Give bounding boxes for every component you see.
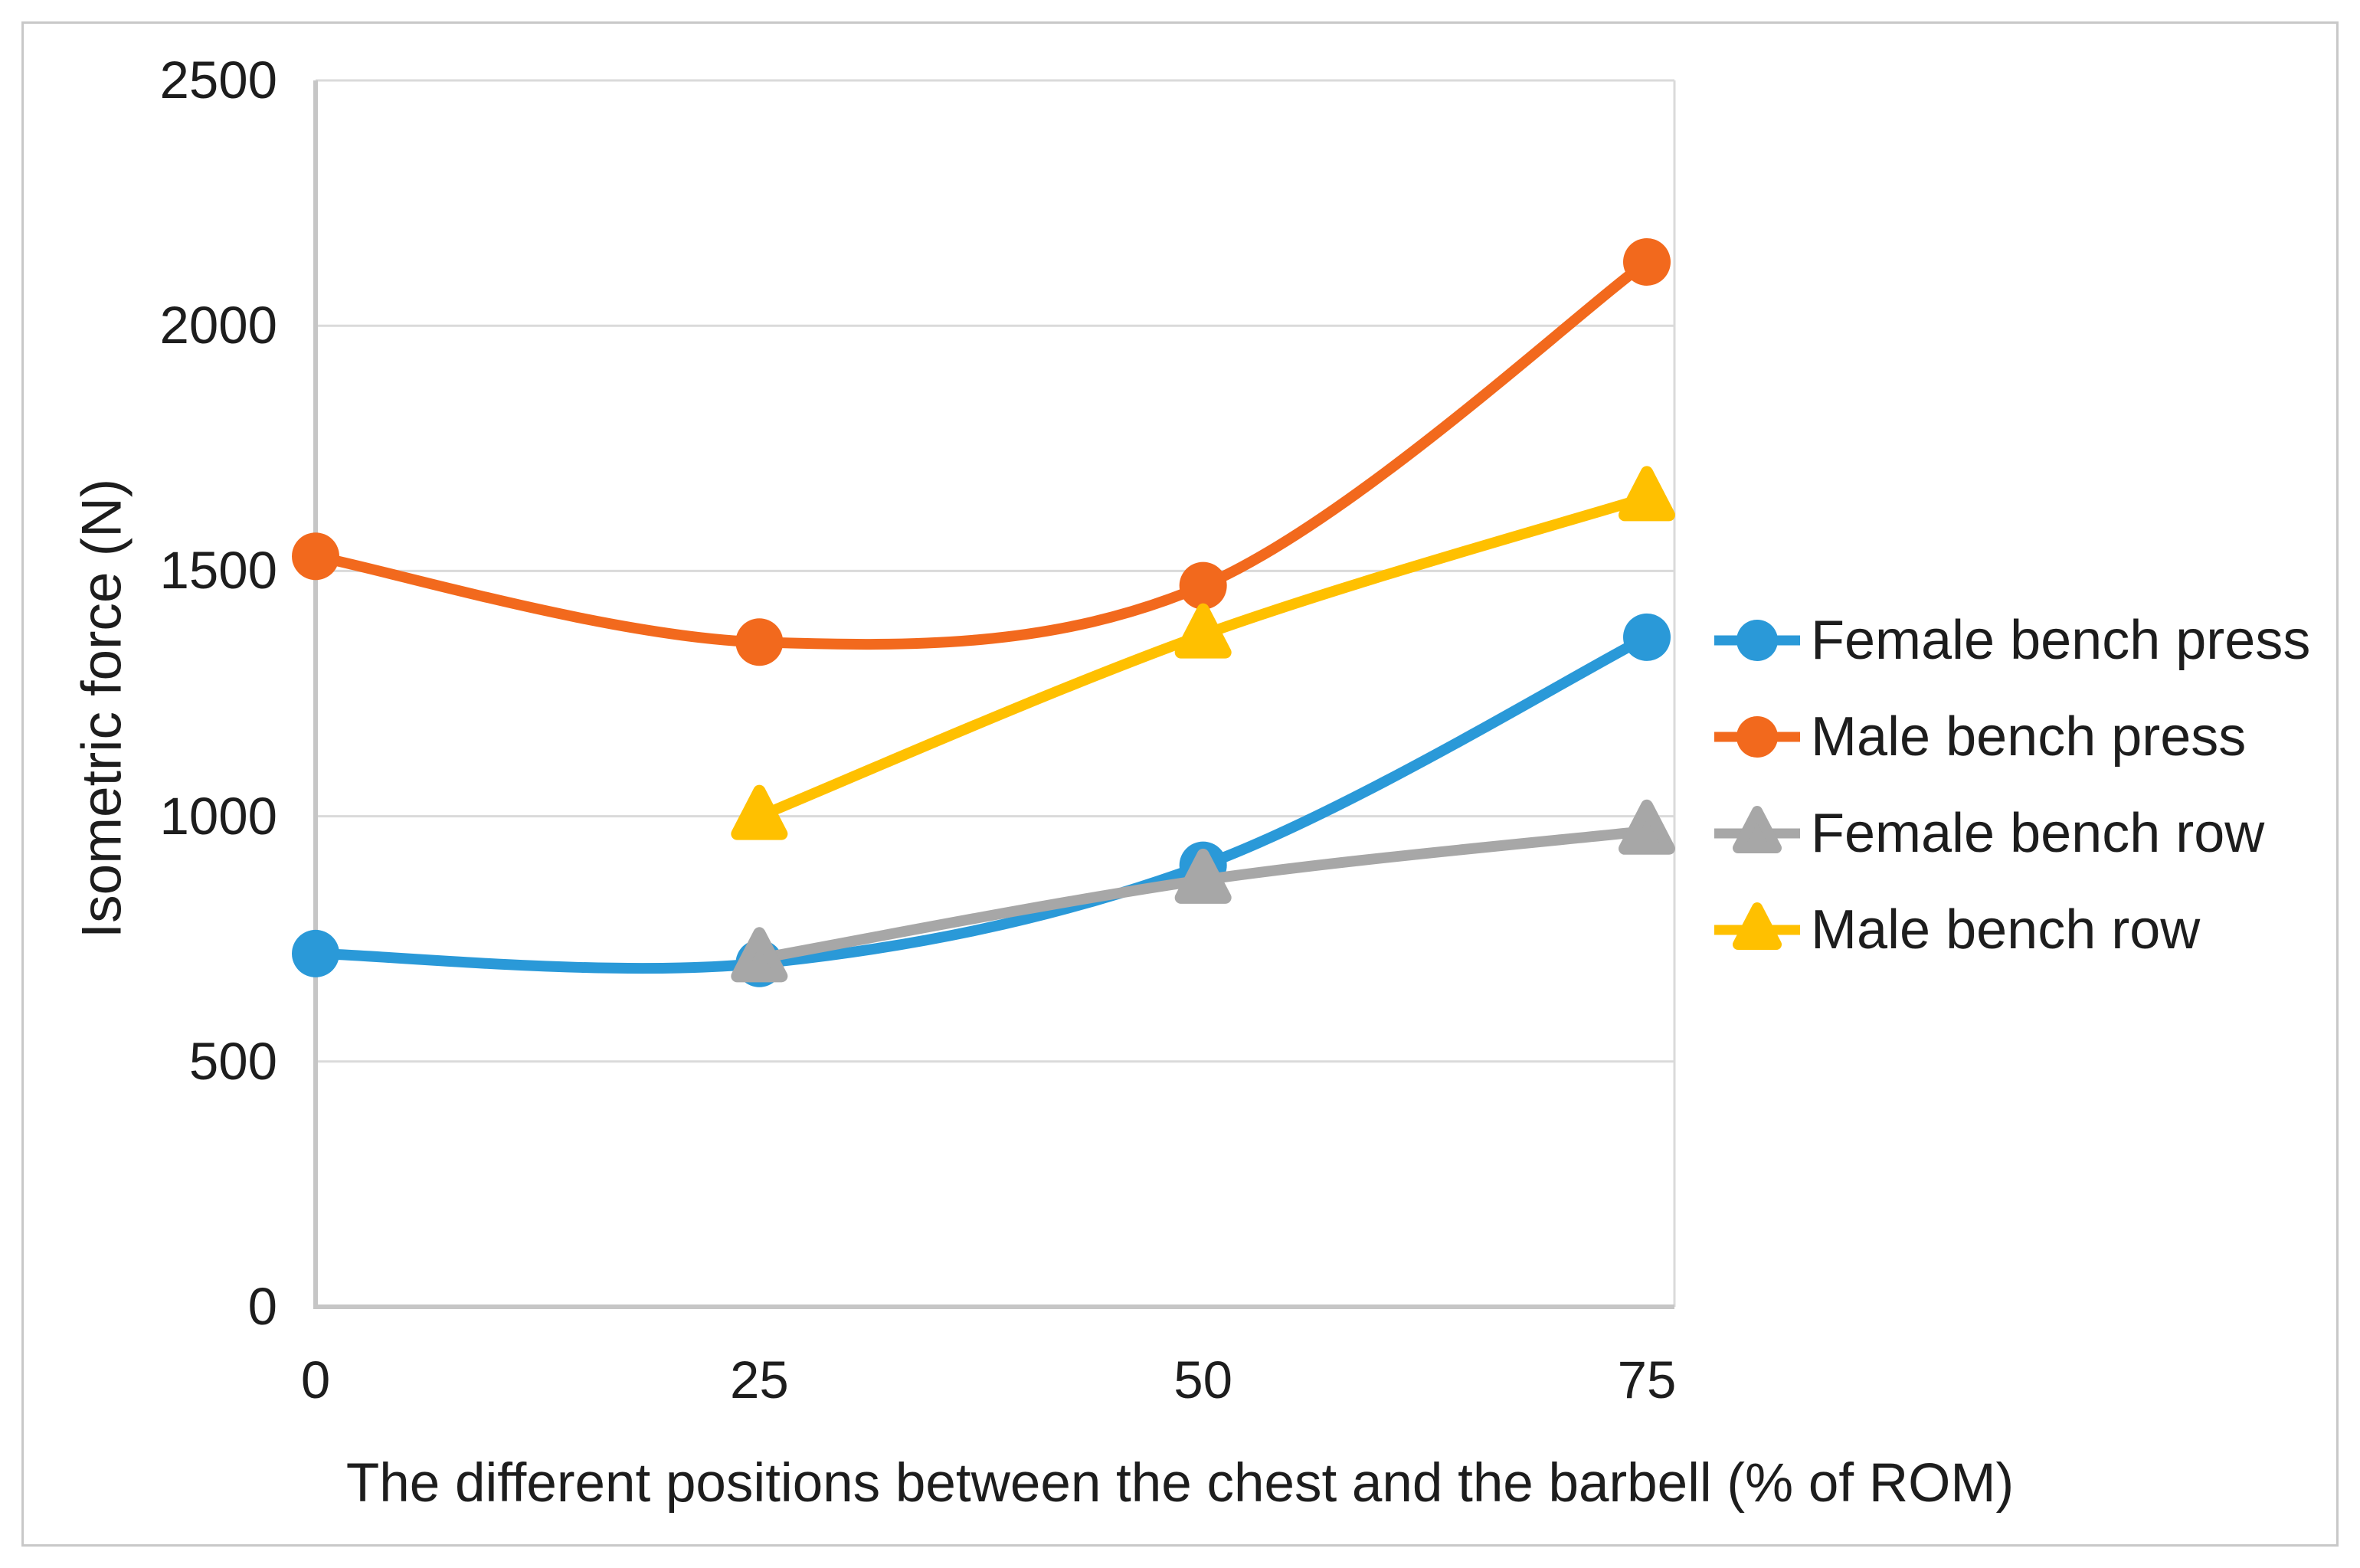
y-tick-label-0: 0: [247, 1277, 277, 1336]
marker-male-bench-row-x25: [731, 784, 788, 840]
marker-female-bench-row-x75: [1619, 799, 1675, 855]
legend-circle-marker-icon: [1714, 620, 1800, 661]
marker-male-bench-row-x50: [1174, 603, 1232, 659]
legend-label: Female bench press: [1811, 610, 2311, 671]
legend-label: Male bench press: [1811, 706, 2247, 768]
legend-triangle-marker-icon: [1714, 902, 1800, 950]
marker-male-bench-press-x25: [735, 618, 784, 666]
legend-item-male-bench-row: Male bench row: [1714, 893, 2200, 967]
legend-item-male-bench-press: Male bench press: [1714, 700, 2246, 774]
marker-male-bench-press-x50: [1179, 561, 1227, 610]
legend-item-female-bench-press: Female bench press: [1714, 604, 2310, 677]
marker-female-bench-press-x75: [1623, 613, 1671, 661]
figure-border: [21, 21, 2339, 1547]
legend-label: Female bench row: [1811, 803, 2265, 864]
x-axis-title: The different positions between the ches…: [345, 1453, 2015, 1514]
x-tick-label-50: 50: [1173, 1350, 1233, 1409]
marker-male-bench-press-x0: [292, 532, 339, 581]
x-tick-label-0: 0: [300, 1350, 331, 1409]
series-line-male-bench-press: [310, 256, 1652, 650]
y-axis-title: Isometric force (N): [70, 478, 133, 939]
marker-female-bench-row-x50: [1174, 848, 1232, 904]
legend-item-female-bench-row: Female bench row: [1714, 797, 2264, 870]
x-tick-label-25: 25: [729, 1350, 789, 1409]
y-tick-label-1000: 1000: [159, 786, 278, 846]
y-tick-label-2500: 2500: [159, 51, 278, 110]
x-tick-label-75: 75: [1617, 1350, 1677, 1409]
marker-male-bench-press-x75: [1623, 237, 1671, 286]
y-tick-label-500: 500: [188, 1031, 277, 1091]
marker-female-bench-row-x25: [731, 927, 788, 983]
y-tick-label-1500: 1500: [159, 541, 278, 601]
legend-circle-marker-icon: [1714, 716, 1800, 758]
legend-label: Male bench row: [1811, 899, 2201, 961]
legend-triangle-marker-icon: [1714, 806, 1800, 853]
marker-female-bench-press-x0: [292, 929, 339, 977]
marker-male-bench-row-x75: [1619, 466, 1675, 522]
y-tick-label-2000: 2000: [159, 296, 278, 355]
series-line-female-bench-press: [310, 631, 1652, 974]
